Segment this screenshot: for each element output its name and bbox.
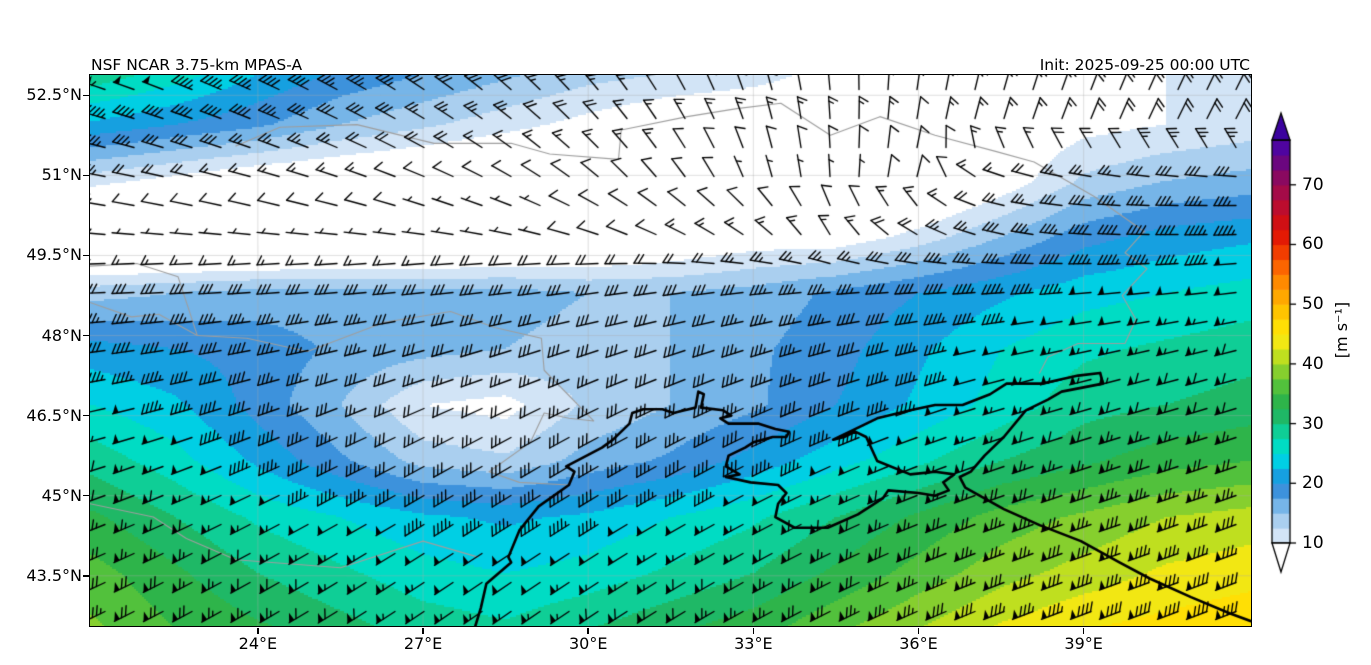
y-tick-mark [83,414,89,417]
colorbar-tick-label: 30 [1302,413,1324,434]
colorbar-tick-label: 70 [1302,174,1324,195]
x-tick-label: 24°E [238,634,278,653]
y-tick-label: 51°N [41,165,82,185]
y-tick-label: 52.5°N [26,85,82,105]
y-tick-label: 49.5°N [26,245,82,265]
colorbar-canvas [1264,98,1308,594]
y-tick-mark [83,334,89,337]
y-tick-mark [83,494,89,497]
y-tick-label: 45°N [41,485,82,505]
init-time-label: Init: 2025-09-25 00:00 UTC [1039,56,1250,74]
y-tick-mark [83,254,89,257]
y-tick-label: 43.5°N [26,565,82,585]
colorbar-tick-label: 50 [1302,294,1324,315]
y-tick-mark [83,575,89,577]
wind-field-canvas [90,75,1251,626]
y-tick-label: 48°N [41,325,82,345]
colorbar-tick-label: 40 [1302,353,1324,374]
x-tick-label: 33°E [734,634,773,653]
map-plot-area [89,74,1252,627]
x-tick-label: 30°E [568,634,608,653]
x-tick-label: 27°E [403,634,443,653]
colorbar-tick-label: 10 [1302,533,1324,553]
colorbar-tick-label: 60 [1302,234,1324,255]
title-line-1: NSF NCAR 3.75-km MPAS-A [91,56,303,74]
colorbar-unit-label: [m s⁻¹] [1332,301,1351,359]
x-tick-mark [422,627,424,634]
y-tick-label: 46.5°N [26,405,82,425]
y-tick-mark [83,174,89,177]
colorbar-tick-label: 20 [1302,473,1324,494]
y-tick-mark [83,94,89,97]
x-tick-mark [917,627,920,634]
x-tick-label: 39°E [1064,634,1103,653]
x-tick-mark [1082,627,1085,634]
x-tick-mark [257,627,259,634]
x-tick-mark [587,627,589,634]
x-tick-label: 36°E [899,634,938,653]
x-tick-mark [752,627,755,634]
